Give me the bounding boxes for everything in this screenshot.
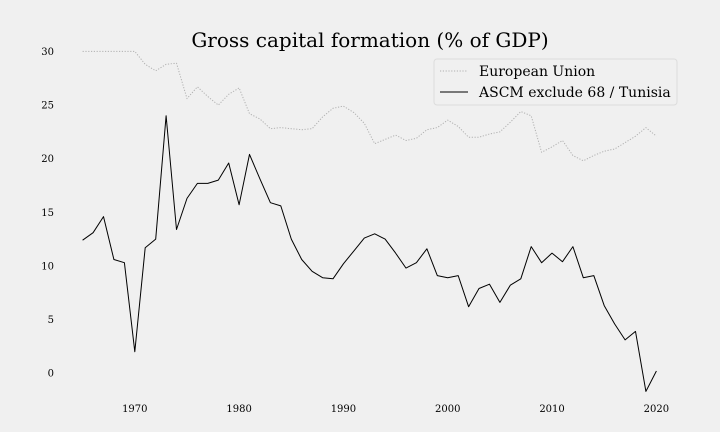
y-tick-label: 10 — [41, 261, 54, 272]
legend-label-ascm-tunisia: ASCM exclude 68 / Tunisia — [478, 85, 671, 101]
x-tick-label: 1980 — [226, 404, 251, 415]
x-tick-label: 2000 — [435, 404, 460, 415]
y-tick-label: 30 — [41, 47, 54, 58]
x-tick-label: 1990 — [331, 404, 356, 415]
y-tick-label: 20 — [41, 154, 54, 165]
x-axis-tick-labels: 1970 1980 1990 2000 2010 2020 — [122, 404, 669, 415]
y-tick-label: 0 — [48, 369, 54, 380]
y-tick-label: 5 — [48, 315, 54, 326]
series-line-european-union — [82, 50, 657, 162]
series-lines — [82, 50, 657, 392]
chart-title: Gross capital formation (% of GDP) — [191, 28, 548, 52]
legend-box — [433, 58, 678, 106]
y-tick-label: 15 — [41, 208, 54, 219]
x-tick-label: 2010 — [539, 404, 564, 415]
x-tick-label: 2020 — [644, 404, 669, 415]
y-tick-label: 25 — [41, 101, 54, 112]
x-tick-label: 1970 — [122, 404, 147, 415]
legend-label-european-union: European Union — [479, 64, 595, 80]
legend: European Union ASCM exclude 68 / Tunisia — [433, 58, 678, 106]
y-axis-tick-labels: 0 5 10 15 20 25 30 — [41, 47, 54, 380]
series-line-ascm-tunisia — [82, 115, 657, 392]
